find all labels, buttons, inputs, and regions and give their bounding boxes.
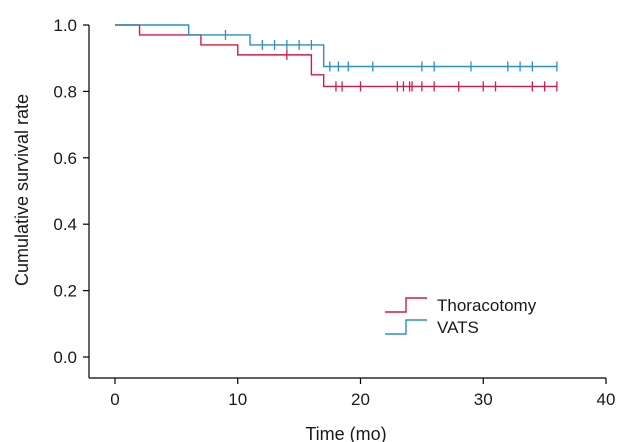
y-tick-label: 0.6 xyxy=(53,149,77,168)
thoracotomy-legend-swatch xyxy=(385,297,427,313)
y-axis-title: Cumulative survival rate xyxy=(12,94,32,286)
x-tick-label: 10 xyxy=(228,390,247,409)
x-tick-label: 30 xyxy=(474,390,493,409)
y-tick-label: 1.0 xyxy=(53,16,77,35)
y-tick-label: 0.2 xyxy=(53,282,77,301)
vats-legend-swatch xyxy=(385,319,427,335)
thoracotomy-legend-label: Thoracotomy xyxy=(437,296,537,315)
x-tick-label: 20 xyxy=(351,390,370,409)
x-tick-label: 40 xyxy=(597,390,616,409)
y-tick-label: 0.8 xyxy=(53,82,77,101)
legend: Thoracotomy VATS xyxy=(385,296,537,337)
x-tick-label: 0 xyxy=(110,390,119,409)
series-layer xyxy=(115,24,558,92)
y-tick-label: 0.0 xyxy=(53,348,77,367)
thoracotomy-survival-line xyxy=(115,24,557,88)
vats-survival-line xyxy=(115,24,557,68)
y-tick-label: 0.4 xyxy=(53,215,77,234)
vats-legend-label: VATS xyxy=(437,318,479,337)
axes: 0.0 0.2 0.4 0.6 0.8 1.0 0 10 20 30 40 xyxy=(53,16,615,409)
x-axis-title: Time (mo) xyxy=(305,424,386,442)
